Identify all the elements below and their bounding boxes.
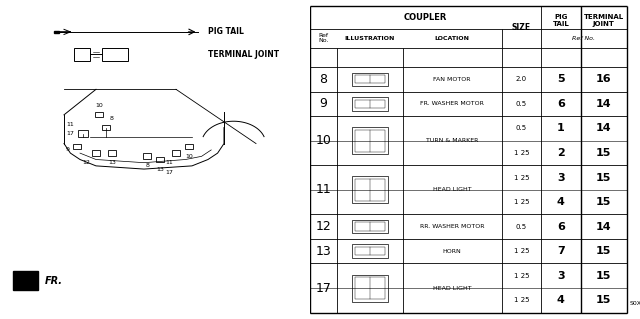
Bar [102, 125, 109, 130]
Bar [355, 179, 385, 201]
Bar [95, 112, 103, 117]
Bar [79, 130, 88, 137]
Text: 1 25: 1 25 [513, 174, 529, 181]
Text: LOCATION: LOCATION [435, 36, 470, 41]
Bar [13, 271, 38, 290]
Text: 15: 15 [596, 295, 611, 305]
Text: 15: 15 [596, 148, 611, 158]
Text: 10: 10 [316, 134, 332, 147]
Text: 11: 11 [166, 160, 173, 165]
Text: 0.5: 0.5 [516, 224, 527, 230]
Bar [351, 244, 388, 258]
Bar [74, 48, 90, 61]
Text: 11: 11 [67, 122, 74, 127]
Text: HORN: HORN [443, 249, 461, 254]
Bar [73, 144, 81, 149]
Text: RR. WASHER MOTOR: RR. WASHER MOTOR [420, 224, 484, 229]
Bar [351, 127, 388, 154]
Bar [351, 220, 388, 234]
Bar [355, 247, 385, 256]
Text: 2.0: 2.0 [516, 76, 527, 82]
Text: 1 25: 1 25 [513, 273, 529, 279]
Bar [92, 150, 100, 156]
Text: ILLUSTRATION: ILLUSTRATION [344, 36, 395, 41]
Text: 12: 12 [83, 160, 90, 165]
Text: Ref
No.: Ref No. [318, 33, 329, 43]
Text: 5: 5 [557, 74, 564, 84]
Text: 1 25: 1 25 [513, 199, 529, 205]
Text: 1: 1 [557, 123, 564, 133]
Text: 1 25: 1 25 [513, 248, 529, 254]
Text: 14: 14 [596, 123, 612, 133]
Text: 13: 13 [108, 160, 116, 165]
Text: TERMINAL JOINT: TERMINAL JOINT [208, 50, 279, 59]
Bar [351, 72, 388, 86]
Text: S0X4B0720B: S0X4B0720B [630, 300, 640, 306]
Text: SIZE: SIZE [512, 23, 531, 32]
Text: 13: 13 [156, 167, 164, 172]
Bar [355, 100, 385, 108]
Text: 3: 3 [557, 173, 564, 182]
Text: 14: 14 [596, 222, 612, 232]
Text: 9: 9 [65, 147, 69, 152]
Text: 14: 14 [596, 99, 612, 109]
Text: 15: 15 [596, 246, 611, 256]
Text: 9: 9 [319, 97, 328, 110]
Bar [351, 176, 388, 203]
Bar [102, 48, 128, 61]
Bar [355, 277, 385, 299]
Bar [185, 144, 193, 149]
Text: 6: 6 [557, 99, 565, 109]
Text: 0.5: 0.5 [516, 101, 527, 107]
Text: 10: 10 [185, 154, 193, 159]
Bar [351, 275, 388, 301]
Text: 8: 8 [319, 73, 328, 86]
Text: 8: 8 [110, 115, 114, 121]
Bar [108, 150, 116, 156]
Text: 11: 11 [316, 183, 332, 196]
Text: 3: 3 [557, 271, 564, 281]
Bar [172, 150, 180, 156]
Text: 16: 16 [596, 74, 612, 84]
Text: 10: 10 [95, 103, 103, 108]
Text: FR. WASHER MOTOR: FR. WASHER MOTOR [420, 101, 484, 106]
Text: 12: 12 [316, 220, 332, 233]
Text: COUPLER: COUPLER [404, 13, 447, 22]
Text: 4: 4 [557, 197, 565, 207]
Text: 4: 4 [557, 295, 565, 305]
Text: TERMINAL
JOINT: TERMINAL JOINT [584, 14, 624, 27]
Text: 2: 2 [557, 148, 564, 158]
Text: 7: 7 [557, 246, 564, 256]
Bar [355, 75, 385, 84]
Text: Ref No.: Ref No. [572, 36, 595, 41]
Text: 15: 15 [596, 173, 611, 182]
Text: 17: 17 [166, 170, 173, 175]
Text: FAN MOTOR: FAN MOTOR [433, 77, 471, 82]
Text: 1 25: 1 25 [513, 297, 529, 303]
Text: 15: 15 [596, 271, 611, 281]
Text: 6: 6 [557, 222, 565, 232]
Bar [143, 153, 151, 159]
Bar [54, 31, 60, 33]
Bar [355, 130, 385, 152]
Text: 17: 17 [316, 282, 332, 294]
Text: 15: 15 [596, 197, 611, 207]
Text: HEAD LIGHT: HEAD LIGHT [433, 286, 472, 291]
Text: 8: 8 [145, 163, 149, 168]
Text: 0.5: 0.5 [516, 125, 527, 131]
Text: FR.: FR. [45, 276, 63, 286]
Bar [351, 97, 388, 111]
Bar [156, 157, 164, 162]
Text: TURN & MARKER: TURN & MARKER [426, 138, 478, 143]
Text: PIG
TAIL: PIG TAIL [552, 14, 569, 27]
Text: PIG TAIL: PIG TAIL [208, 27, 244, 36]
Bar [355, 222, 385, 231]
Text: 13: 13 [316, 245, 332, 258]
Text: 1 25: 1 25 [513, 150, 529, 156]
Text: 17: 17 [67, 131, 74, 137]
Text: HEAD LIGHT: HEAD LIGHT [433, 187, 472, 192]
